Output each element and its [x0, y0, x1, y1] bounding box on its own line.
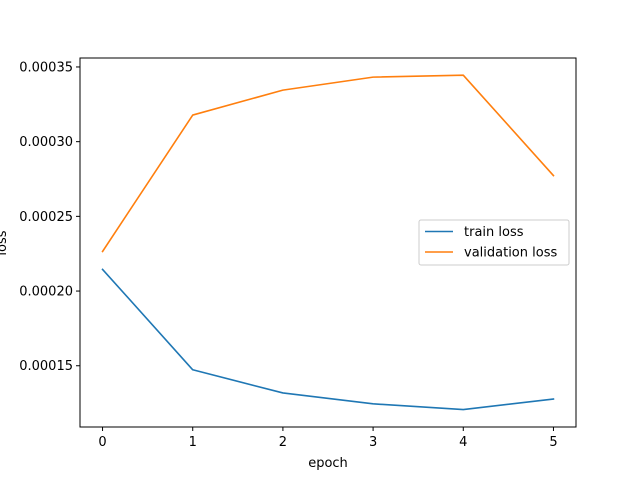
y-axis: 0.00015 0.00020 0.00025 0.00030 0.00035: [19, 60, 80, 374]
x-tick-label: 0: [98, 435, 106, 450]
axes-frame: [79, 57, 577, 428]
y-tick-label: 0.00020: [19, 285, 73, 300]
legend-label: train loss: [464, 225, 524, 240]
x-tick-label: 4: [459, 435, 467, 450]
y-tick-label: 0.00025: [19, 210, 73, 225]
y-tick-label: 0.00030: [19, 135, 73, 150]
x-axis-label: epoch: [308, 456, 348, 471]
legend-entry: validation loss: [425, 246, 557, 261]
series-line-train-loss: [101, 268, 555, 411]
legend-box: [418, 219, 570, 266]
x-tick-label: 1: [189, 435, 197, 450]
x-tick-label: 2: [279, 435, 287, 450]
x-axis: 0 1 2 3 4 5: [98, 427, 558, 450]
y-tick-label: 0.00015: [19, 359, 73, 374]
legend: train loss validation loss: [418, 219, 570, 266]
legend-entry: train loss: [425, 225, 524, 240]
legend-label: validation loss: [464, 246, 557, 261]
series-line-validation-loss: [101, 74, 555, 253]
x-tick-label: 3: [369, 435, 377, 450]
y-axis-label: loss: [0, 230, 10, 255]
plot-area: [79, 57, 577, 428]
y-tick-label: 0.00035: [19, 60, 73, 75]
x-tick-label: 5: [549, 435, 557, 450]
